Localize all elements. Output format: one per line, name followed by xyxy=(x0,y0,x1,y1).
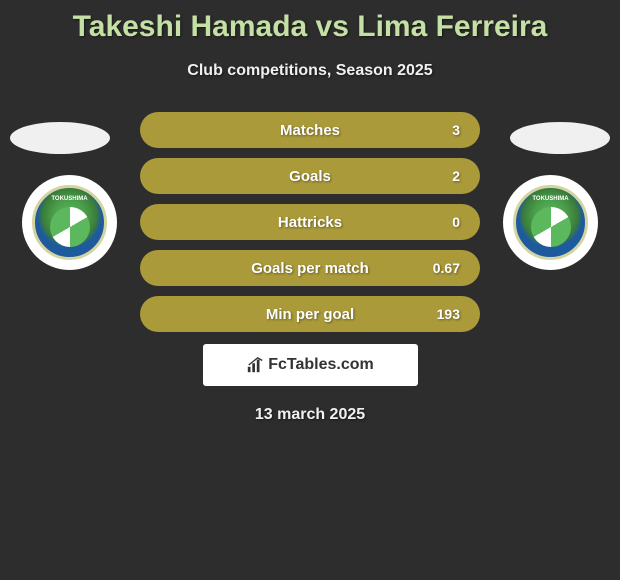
stat-label: Goals xyxy=(289,168,331,185)
branding-text: FcTables.com xyxy=(268,356,374,374)
vortis-badge-icon: TOKUSHIMA xyxy=(32,185,107,260)
stat-row-goals-per-match: Goals per match 0.67 xyxy=(140,250,480,286)
stat-value-right: 193 xyxy=(410,306,460,322)
stat-row-hattricks: Hattricks 0 xyxy=(140,204,480,240)
stat-label: Goals per match xyxy=(251,260,369,277)
stat-row-matches: Matches 3 xyxy=(140,112,480,148)
badge-team-name-left: TOKUSHIMA xyxy=(51,196,87,202)
stat-row-min-per-goal: Min per goal 193 xyxy=(140,296,480,332)
player-photo-right xyxy=(510,122,610,154)
stat-value-right: 0 xyxy=(410,214,460,230)
stat-row-goals: Goals 2 xyxy=(140,158,480,194)
player-photo-left xyxy=(10,122,110,154)
date-text: 13 march 2025 xyxy=(0,406,620,424)
stat-label: Hattricks xyxy=(278,214,342,231)
branding-badge: FcTables.com xyxy=(203,344,418,386)
vortis-swirl-icon xyxy=(531,207,571,247)
stat-value-right: 0.67 xyxy=(410,260,460,276)
chart-icon xyxy=(246,356,264,374)
stat-label: Min per goal xyxy=(266,306,354,323)
team-badge-right: TOKUSHIMA xyxy=(503,175,598,270)
team-badge-left: TOKUSHIMA xyxy=(22,175,117,270)
branding-logo: FcTables.com xyxy=(246,356,374,374)
page-title: Takeshi Hamada vs Lima Ferreira xyxy=(0,0,620,44)
vortis-badge-icon: TOKUSHIMA xyxy=(513,185,588,260)
subtitle: Club competitions, Season 2025 xyxy=(0,62,620,80)
stat-value-right: 3 xyxy=(410,122,460,138)
vortis-swirl-icon xyxy=(50,207,90,247)
stat-value-right: 2 xyxy=(410,168,460,184)
stats-container: Matches 3 Goals 2 Hattricks 0 Goals per … xyxy=(140,112,480,332)
stat-label: Matches xyxy=(280,122,340,139)
badge-team-name-right: TOKUSHIMA xyxy=(532,196,568,202)
